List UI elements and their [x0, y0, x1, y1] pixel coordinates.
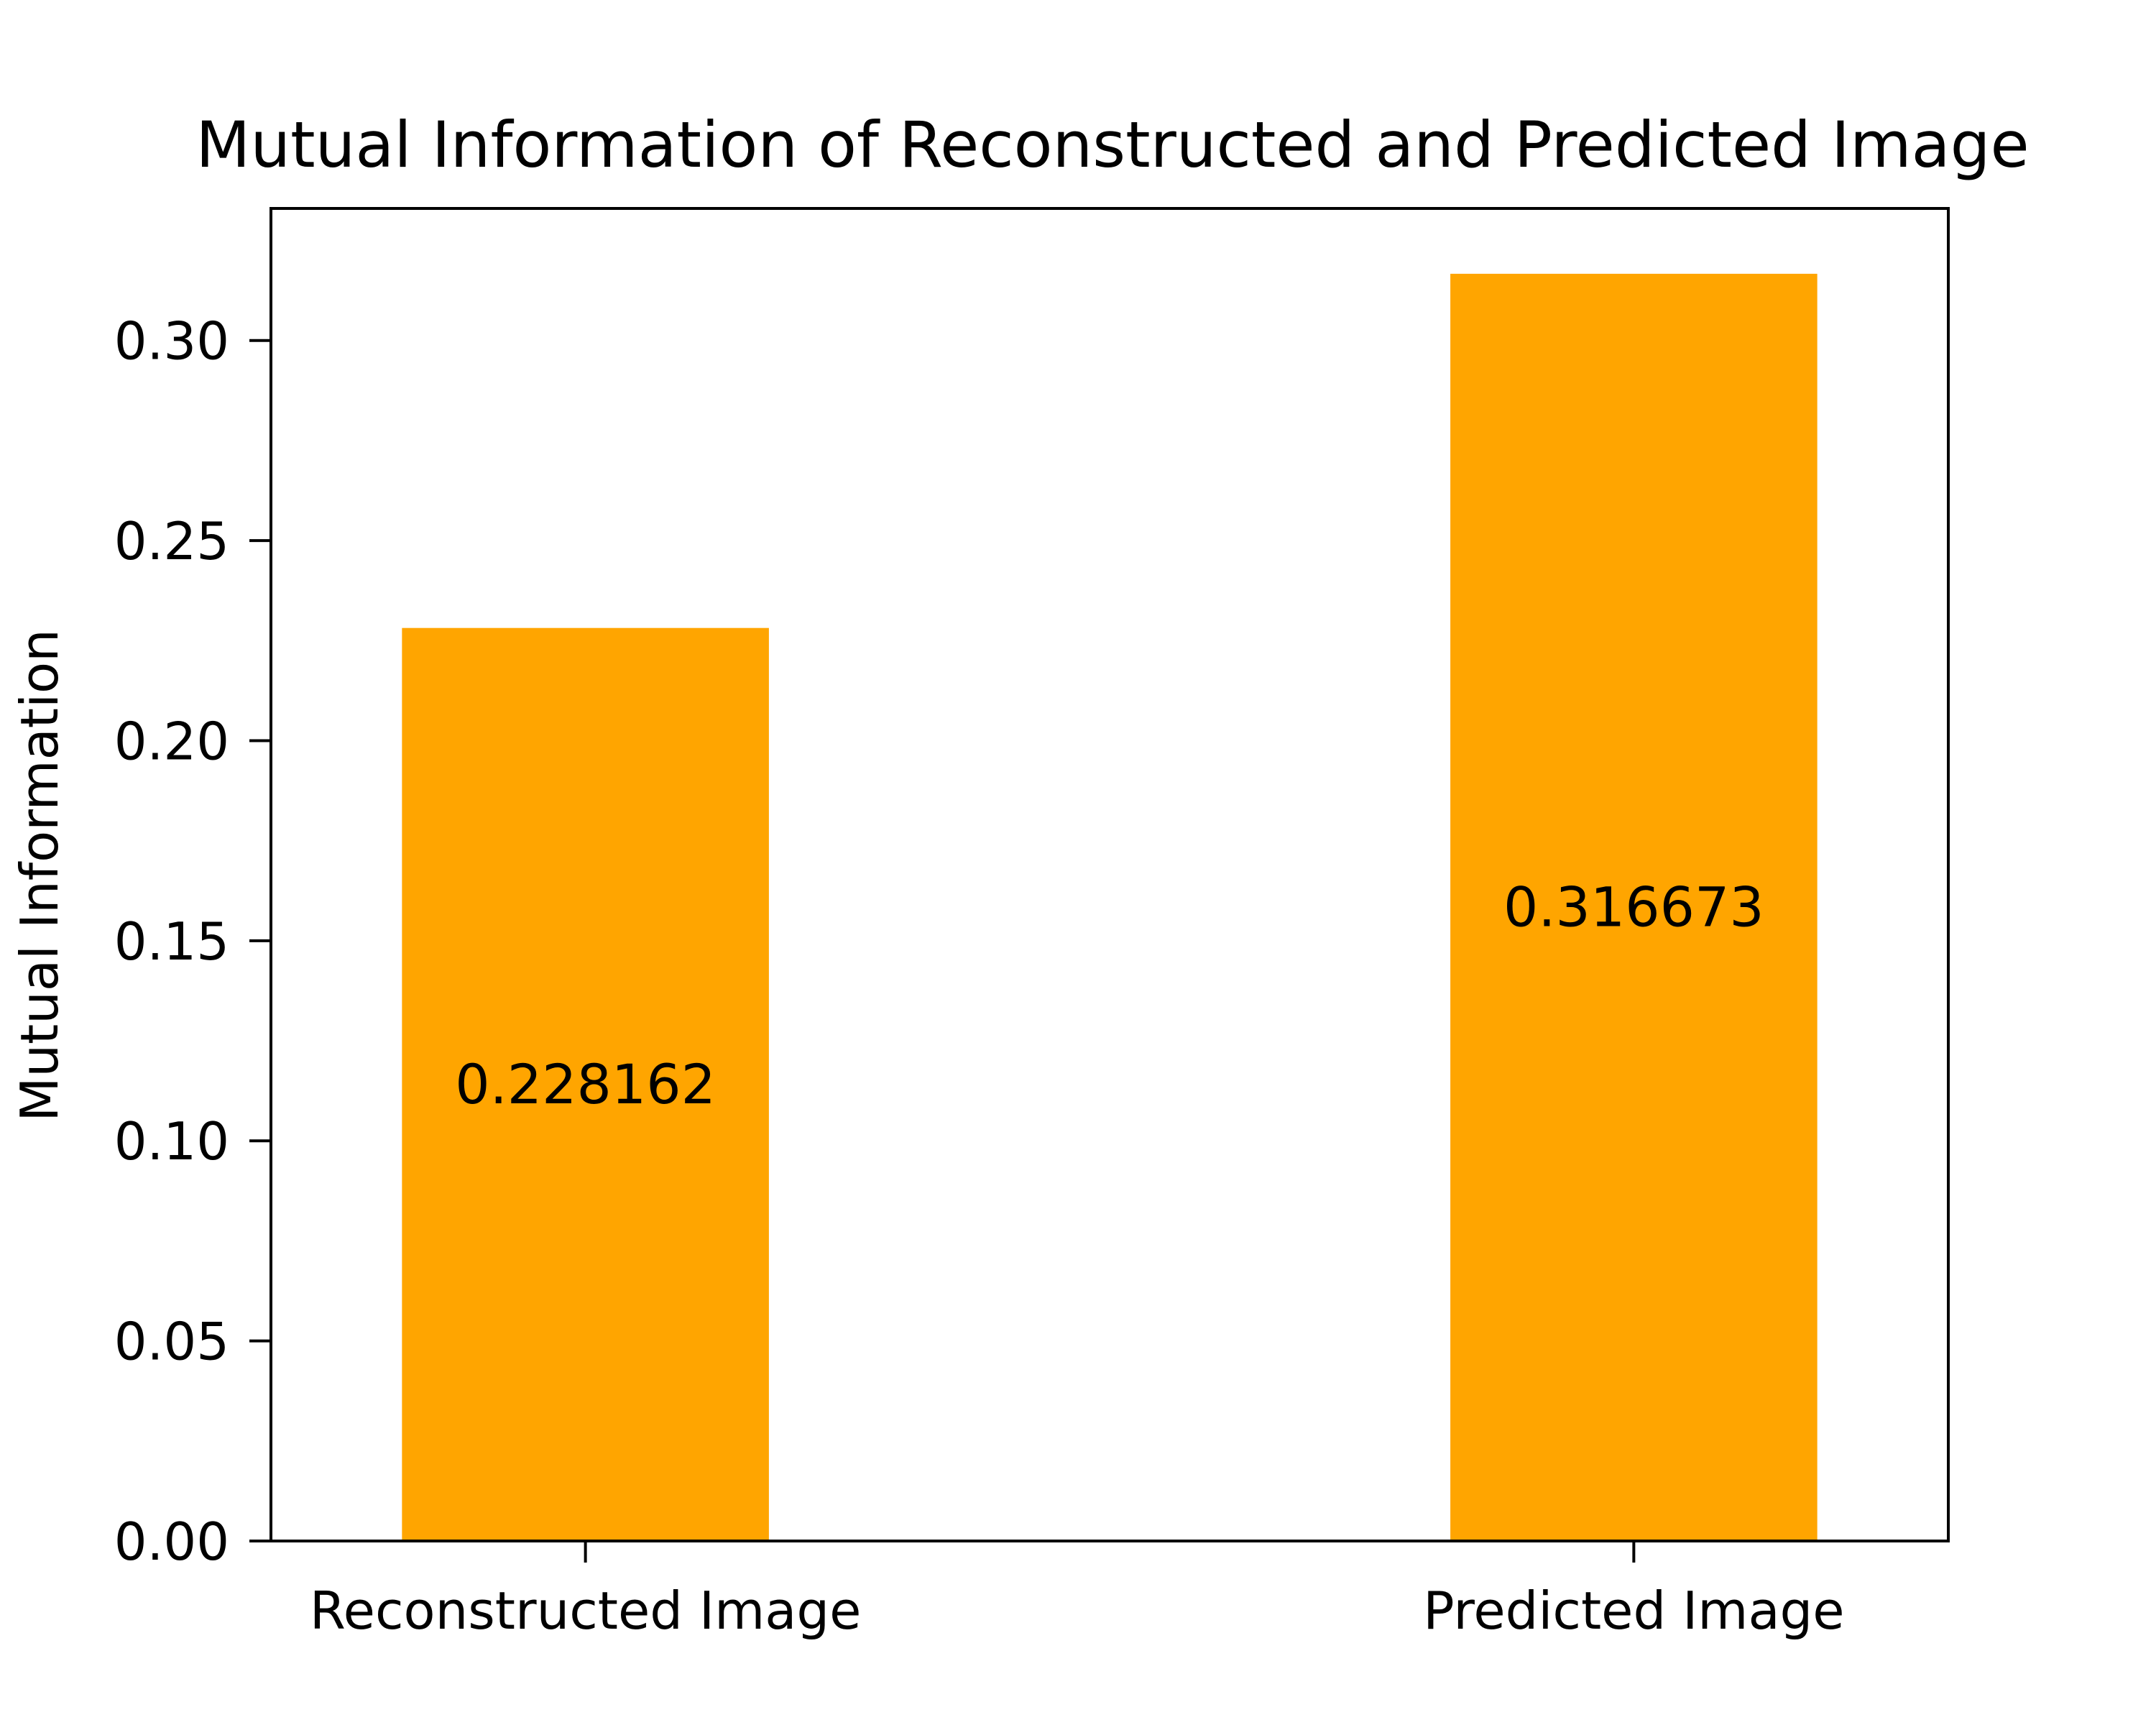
bar-1 [1450, 273, 1818, 1542]
bar-value-label-0: 0.228162 [455, 1052, 716, 1116]
y-axis-ticks: 0.00 0.05 0.10 0.15 0.20 0.25 0.30 [114, 311, 271, 1572]
chart-title: Mutual Information of Reconstructed and … [195, 108, 2029, 182]
y-tick-label-6: 0.30 [114, 311, 229, 372]
x-axis-ticks: Reconstructed Image Predicted Image [310, 1541, 1845, 1641]
y-axis-label: Mutual Information [9, 629, 70, 1121]
bar-value-label-1: 0.316673 [1503, 875, 1764, 939]
bar-0 [402, 627, 769, 1541]
y-tick-label-0: 0.00 [114, 1512, 229, 1572]
bars-layer [402, 273, 1818, 1542]
y-tick-label-2: 0.10 [114, 1111, 229, 1172]
y-tick-label-5: 0.25 [114, 511, 229, 571]
data-labels-layer: 0.228162 0.316673 [455, 875, 1764, 1116]
x-tick-label-1: Predicted Image [1423, 1581, 1844, 1641]
y-tick-label-4: 0.20 [114, 711, 229, 771]
y-tick-label-3: 0.15 [114, 911, 229, 972]
plot-frame [270, 207, 1950, 1542]
y-tick-label-1: 0.05 [114, 1312, 229, 1372]
x-tick-label-0: Reconstructed Image [310, 1581, 862, 1641]
